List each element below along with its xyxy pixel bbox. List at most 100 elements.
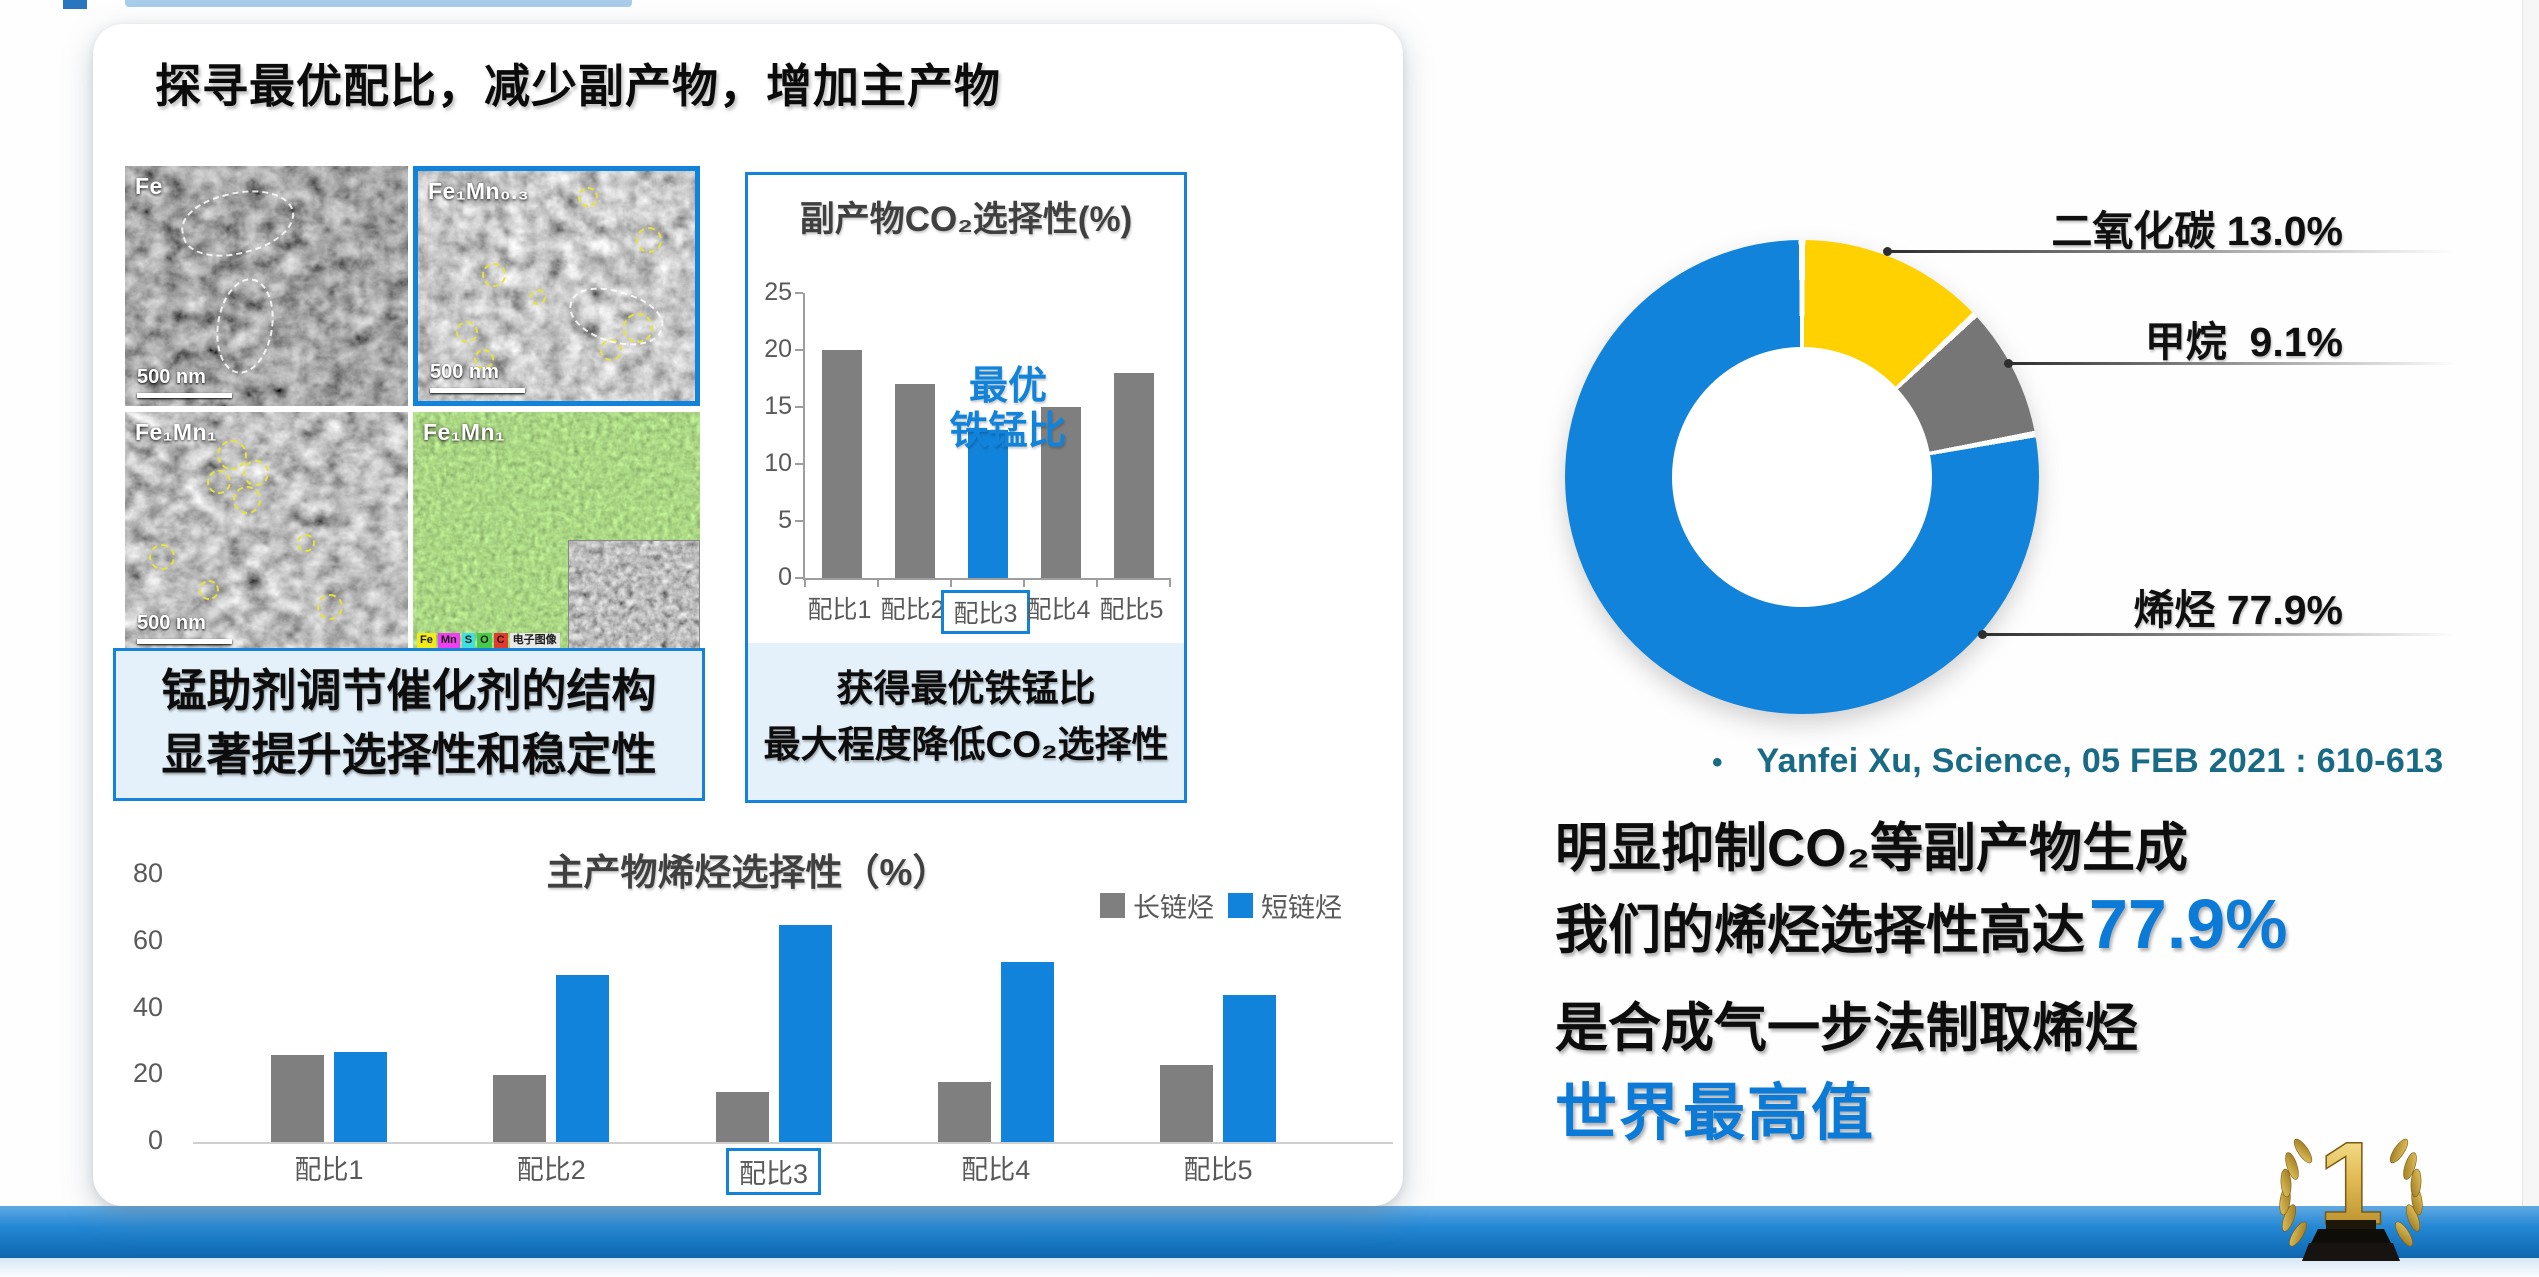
bullet-icon: • [1712, 746, 1723, 779]
dashed-circle [623, 313, 653, 343]
co2-y-tick-label: 15 [764, 392, 792, 420]
dashed-circle [149, 544, 175, 570]
summary-line-2: 我们的烯烃选择性高达 77.9% [1555, 884, 2287, 964]
co2-x-tick [1096, 578, 1098, 587]
sem-texture [418, 171, 695, 401]
category-label: 配比1 [807, 596, 872, 624]
top-accent-square [63, 0, 87, 9]
olefin-chart-x-axis: 配比1 配比2 配比3 配比4 配比5 [193, 1148, 1393, 1208]
olefin-bar-配比1-长链烃 [271, 1055, 324, 1142]
leader-line-co2 [1889, 250, 2455, 253]
citation-text: Yanfei Xu, Science, 05 FEB 2021 : 610-61… [1756, 742, 2444, 780]
sem-image-fe1mn1: Fe₁Mn₁ 500 nm [125, 412, 408, 652]
co2-y-tick-label: 25 [764, 278, 792, 306]
legend-item-长链烃: 长链烃 [1100, 886, 1214, 925]
olefin-bar-配比3-短链烃 [778, 925, 832, 1142]
co2-bar-配比2 [894, 384, 935, 578]
olefin-chart-legend: 长链烃 短链烃 [1100, 886, 1342, 925]
co2-y-tick-label: 5 [778, 506, 792, 534]
scale-bar-line [137, 639, 232, 644]
donut-label-co2: 二氧化碳 13.0% [2051, 208, 2343, 254]
sem-label: Fe₁Mn₁ [423, 419, 506, 445]
summary-line-1: 明显抑制CO₂等副产物生成 [1555, 819, 2189, 878]
co2-y-tick-mark [795, 292, 803, 294]
co2-y-tick-label: 0 [778, 563, 792, 591]
olefin-chart-title: 主产物烯烃选择性（%） [546, 852, 950, 893]
laurel-wreath [2279, 1138, 2423, 1247]
co2-conclusion-note: 获得最优铁锰比 最大程度降低CO₂选择性 [748, 643, 1184, 800]
dashed-circle [474, 349, 494, 369]
sem-texture [125, 412, 408, 652]
bottom-light-strip [0, 1258, 2539, 1277]
category-label: 配比2 [880, 596, 945, 624]
olefin-y-tick-label: 40 [132, 991, 163, 1022]
sem-label: Fe₁Mn₀.₃ [428, 178, 529, 204]
product-distribution-donut [1565, 240, 2039, 714]
dashed-circle [600, 339, 622, 361]
leader-dot-olefin [1978, 630, 1987, 639]
trophy-graphic: 1 [2279, 1117, 2423, 1261]
olefin-x-label-配比2: 配比2 [476, 1148, 626, 1187]
eds-chip-电子图像: 电子图像 [509, 633, 560, 648]
summary-line-4: 世界最高值 [1555, 1079, 1876, 1148]
eds-chip-S: S [461, 633, 476, 648]
co2-x-tick [804, 578, 806, 587]
co2-x-tick [1169, 578, 1171, 587]
olefin-bar-配比2-短链烃 [556, 975, 610, 1142]
donut-label-methane: 甲烷 9.1% [2144, 319, 2343, 365]
legend-item-短链烃: 短链烃 [1228, 886, 1342, 925]
category-label: 配比5 [1099, 596, 1164, 624]
olefin-x-label-配比4: 配比4 [921, 1148, 1071, 1187]
sem-label: Fe [135, 173, 163, 199]
dashed-circle [217, 440, 247, 470]
legend-label: 短链烃 [1261, 893, 1342, 923]
note-line: 获得最优铁锰比 [836, 668, 1096, 709]
olefin-bar-配比5-长链烃 [1160, 1065, 1213, 1142]
dashed-circle [317, 594, 343, 620]
co2-x-label-配比1: 配比1 [785, 590, 895, 626]
optimal-ratio-annotation: 最优 铁锰比 [858, 365, 1158, 455]
leader-dot-methane [2004, 359, 2013, 368]
sem-image-fe1mn03: Fe₁Mn₀.₃ 500 nm [413, 166, 700, 406]
card-title: 探寻最优配比，减少副产物，增加主产物 [155, 60, 1001, 112]
eds-chip-Fe: Fe [417, 633, 436, 648]
dashed-circle [530, 289, 546, 305]
co2-y-tick-label: 10 [764, 449, 792, 477]
scale-bar-line [430, 388, 525, 393]
category-label: 配比3 [725, 1148, 822, 1195]
category-label: 配比3 [940, 590, 1031, 634]
co2-x-label-配比2: 配比2 [858, 590, 968, 626]
olefin-bar-配比4-短链烃 [1000, 961, 1054, 1142]
olefin-x-label-配比3: 配比3 [699, 1148, 849, 1195]
olefin-bar-配比1-短链烃 [334, 1051, 387, 1142]
co2-bar-配比4 [1040, 407, 1081, 578]
olefin-bar-配比4-长链烃 [937, 1081, 991, 1142]
category-label: 配比4 [1026, 596, 1091, 624]
eds-chip-O: O [477, 633, 492, 648]
olefin-y-tick-label: 60 [132, 924, 163, 955]
note-line: 最大程度降低CO₂选择性 [763, 723, 1169, 765]
sem-texture [569, 541, 699, 651]
scale-bar-text: 500 nm [430, 361, 499, 383]
category-label: 配比1 [294, 1155, 364, 1185]
sem-texture [125, 166, 408, 406]
dashed-circle [243, 460, 269, 486]
scale-bar: 500 nm [137, 612, 232, 644]
manganese-conclusion-box: 锰助剂调节催化剂的结构 显著提升选择性和稳定性 [113, 648, 705, 801]
olefin-y-tick-label: 80 [132, 858, 163, 888]
right-gutter [2522, 0, 2539, 1206]
annotation-line: 铁锰比 [949, 409, 1067, 453]
trophy-base-mid [2311, 1229, 2391, 1243]
category-label: 配比5 [1183, 1155, 1253, 1185]
co2-x-label-配比3: 配比3 [931, 590, 1041, 634]
legend-swatch [1228, 893, 1253, 918]
co2-x-label-配比5: 配比5 [1077, 590, 1187, 626]
leader-dot-co2 [1883, 247, 1892, 256]
citation: • Yanfei Xu, Science, 05 FEB 2021 : 610-… [1712, 742, 2444, 781]
leader-line-olefin [1984, 633, 2455, 636]
olefin-x-label-配比5: 配比5 [1143, 1148, 1293, 1187]
summary-line-3: 是合成气一步法制取烯烃 [1555, 999, 2138, 1058]
co2-y-tick-label: 20 [764, 335, 792, 363]
dashed-circle [578, 187, 598, 207]
